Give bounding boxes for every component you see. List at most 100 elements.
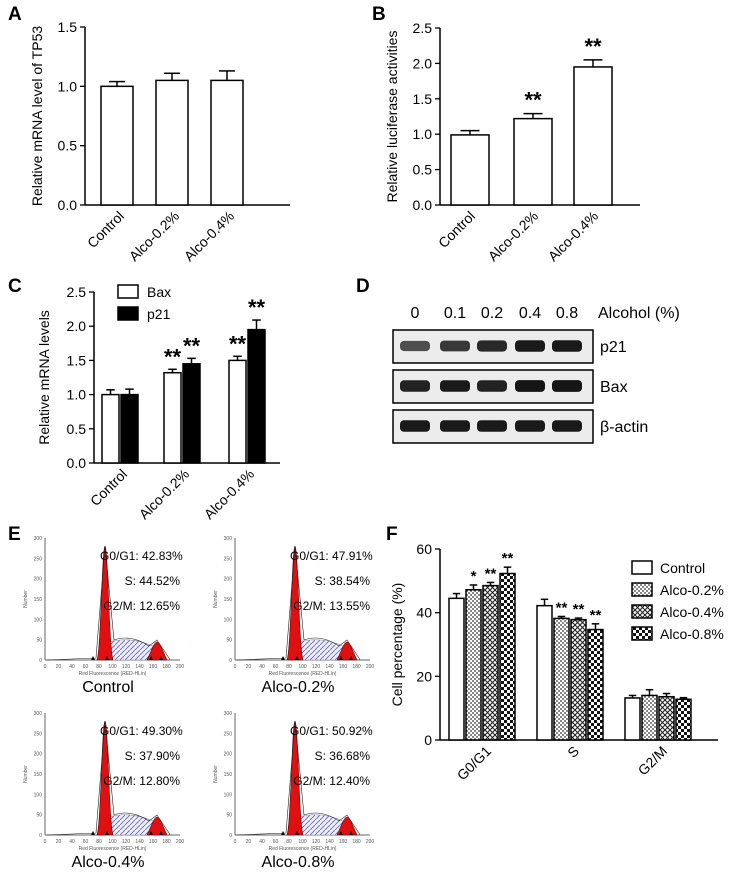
hist-x-label: Red Fluorescence (RED-HLin)	[269, 671, 337, 677]
hist-x-tick: 120	[312, 664, 321, 670]
gate-marker	[149, 831, 153, 835]
blot-band	[552, 420, 582, 432]
y-tick-label: 0.5	[413, 162, 433, 178]
significance-stars: **	[183, 333, 201, 358]
histogram-caption: Control	[82, 679, 134, 696]
histogram-outline	[46, 720, 171, 836]
y-tick-label: 1.0	[58, 78, 78, 94]
y-tick-label: 0.5	[58, 138, 78, 154]
bar-bax-control	[101, 393, 120, 464]
bar-p21-control	[120, 393, 139, 464]
hist-x-tick: 100	[108, 664, 117, 670]
legend-swatch-1	[631, 582, 653, 597]
x-category-label: Alco-0.2%	[136, 466, 192, 522]
y-tick-label: 2.5	[67, 284, 87, 300]
hist-y-tick: 250	[34, 556, 43, 562]
bar-control-g2-m	[624, 697, 641, 741]
blot-band	[552, 340, 582, 352]
blot-band	[440, 380, 470, 392]
legend-swatch-2	[631, 604, 653, 619]
hist-y-tick: 150	[224, 597, 233, 603]
hist-x-tick: 20	[56, 664, 62, 670]
blot-band	[477, 420, 507, 432]
x-category-label: Control	[435, 208, 478, 251]
hist-x-tick: 80	[96, 839, 102, 845]
y-tick-label: 2.0	[413, 55, 433, 71]
panel-label-a: A	[8, 4, 22, 25]
hist-x-label: Red Fluorescence (RED-HLin)	[269, 846, 337, 852]
histogram-s-phase	[298, 814, 344, 836]
hist-y-tick: 100	[34, 792, 43, 798]
gate-marker	[295, 656, 299, 660]
hist-y-tick: 200	[34, 577, 43, 583]
g2m-value: G2/M: 12.40%	[293, 774, 370, 788]
y-tick-label: 0.0	[413, 197, 433, 213]
lane-label: 0.2	[481, 305, 503, 322]
bar-alco-0-4--s	[570, 618, 587, 741]
panel-label-f: F	[386, 524, 398, 545]
significance-stars: *	[471, 568, 477, 585]
hist-x-tick: 60	[83, 839, 89, 845]
significance-stars: **	[524, 88, 542, 113]
hist-y-tick: 200	[224, 752, 233, 758]
blot-band	[440, 340, 470, 352]
bar-alco-0-2--s	[553, 617, 570, 741]
hist-y-tick: 150	[34, 597, 43, 603]
x-category-label: Alco-0.2%	[485, 208, 541, 264]
y-tick-label: 0.0	[67, 455, 87, 471]
y-axis-label: Relative mRNA level of TP53	[29, 26, 45, 206]
panel-label-e: E	[8, 524, 21, 545]
g0g1-value: G0/G1: 50.92%	[290, 724, 373, 738]
y-tick-label: 1.5	[58, 19, 78, 35]
lane-label: 0	[411, 305, 420, 322]
bar-luciferase-alco-0-2-	[513, 117, 553, 206]
legend-swatch-bax	[117, 284, 139, 299]
hist-y-tick: 250	[34, 731, 43, 737]
hist-x-tick: 100	[298, 839, 307, 845]
hist-x-tick: 80	[286, 839, 292, 845]
bar-alco-0-2--g2-m	[641, 694, 658, 741]
hist-x-tick: 200	[176, 839, 185, 845]
y-tick-label: 40	[416, 605, 432, 621]
x-category-label: G2/M	[635, 743, 671, 779]
hist-x-tick: 180	[162, 839, 171, 845]
hist-x-tick: 0	[234, 664, 237, 670]
y-tick-label: 0.5	[67, 421, 87, 437]
x-category-label: Alco-0.4%	[201, 466, 257, 522]
significance-stars: **	[485, 565, 497, 582]
bar-bax-alco-0-4-	[228, 359, 247, 464]
y-axis-label: Relative mRNA levels	[36, 310, 52, 445]
hist-y-tick: 300	[224, 711, 233, 717]
hist-y-tick: 50	[36, 813, 42, 819]
blot-band	[477, 380, 507, 392]
blot-band	[515, 340, 545, 352]
x-category-label: Control	[87, 466, 130, 509]
gate-marker	[159, 831, 163, 835]
hist-y-tick: 0	[39, 833, 42, 839]
s-value: S: 44.52%	[125, 574, 181, 588]
significance-stars: **	[248, 295, 266, 320]
hist-y-tick: 50	[226, 638, 232, 644]
hist-y-tick: 250	[224, 731, 233, 737]
gate-marker	[349, 656, 353, 660]
legend-label-3: Alco-0.8%	[660, 626, 724, 642]
hist-y-tick: 200	[224, 577, 233, 583]
legend-label-0: Control	[660, 560, 705, 576]
gate-marker	[159, 656, 163, 660]
blot-row-label: β-actin	[600, 419, 648, 436]
lane-label: 0.1	[444, 305, 466, 322]
blot-band	[440, 420, 470, 432]
hist-x-tick: 60	[273, 664, 279, 670]
bar-alco-0-2--g0-g1	[465, 588, 482, 741]
bar-tp53-alco-0-4-	[210, 79, 244, 206]
hist-y-label: Number	[23, 590, 29, 608]
hist-x-tick: 120	[312, 839, 321, 845]
blot-band	[515, 420, 545, 432]
g2m-value: G2/M: 13.55%	[293, 599, 370, 613]
legend-label-1: Alco-0.2%	[660, 582, 724, 598]
hist-x-tick: 140	[135, 839, 144, 845]
hist-y-tick: 300	[34, 711, 43, 717]
lane-header-title: Alcohol (%)	[598, 305, 680, 322]
hist-x-label: Red Fluorescence (RED-HLin)	[79, 846, 147, 852]
